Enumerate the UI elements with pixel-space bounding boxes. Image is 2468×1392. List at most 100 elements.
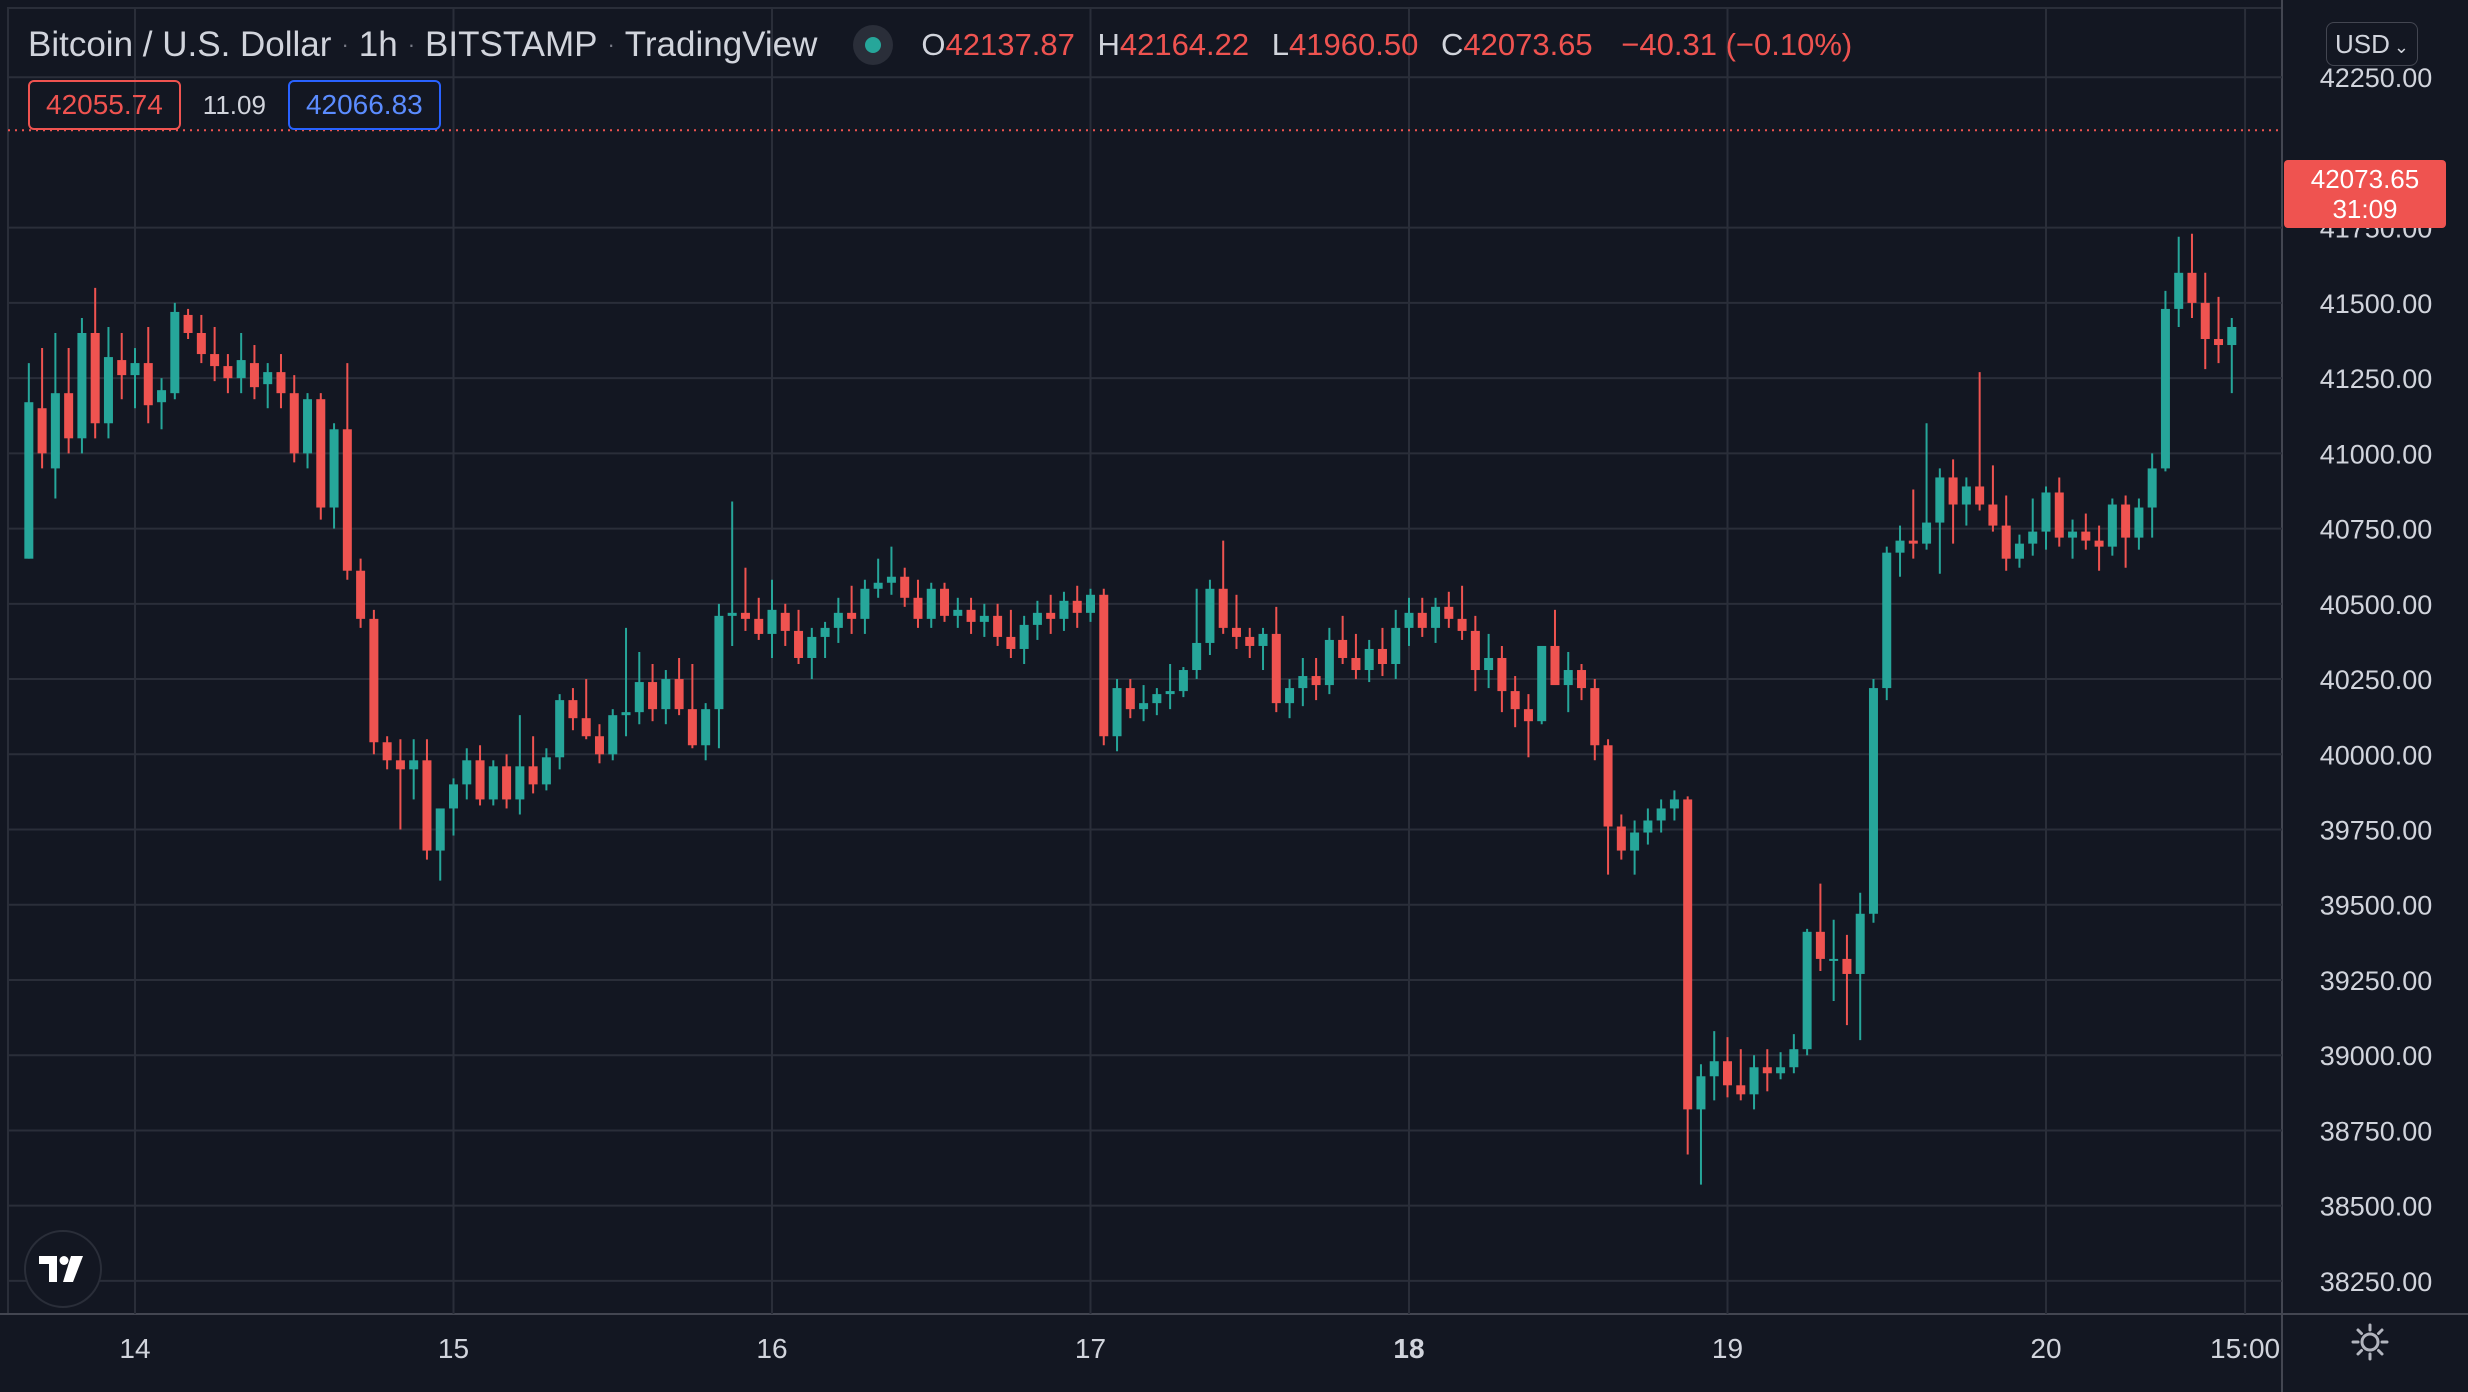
candle-body — [966, 609, 976, 622]
time-axis: 14 15 16 17 18 19 20 15:00 — [119, 1333, 2280, 1364]
candle-body — [2160, 308, 2170, 469]
candle-body — [953, 609, 963, 616]
candle-body — [223, 366, 233, 379]
candle-body — [701, 709, 711, 746]
candle-body — [342, 429, 352, 571]
symbol-title[interactable]: Bitcoin / U.S. Dollar — [28, 25, 332, 64]
candle-body — [1192, 642, 1202, 671]
candle-body — [303, 399, 313, 454]
candle-body — [794, 630, 804, 658]
candle-body — [2068, 531, 2078, 538]
interval-label[interactable]: 1h — [358, 25, 398, 64]
price-tick-label: 41250.00 — [2320, 364, 2433, 394]
price-tick-label: 39000.00 — [2320, 1041, 2433, 1071]
candle-body — [210, 354, 220, 367]
candle-body — [740, 612, 750, 619]
candle-body — [449, 784, 458, 809]
candle-body — [1895, 540, 1905, 553]
candle-body — [356, 570, 366, 619]
candle-body — [1364, 648, 1374, 671]
candle-body — [50, 393, 60, 469]
candle-body — [2081, 531, 2091, 541]
candle-body — [1457, 618, 1467, 631]
candle-body — [1975, 486, 1985, 505]
price-tick-label: 38500.00 — [2320, 1192, 2433, 1222]
candle-body — [1311, 676, 1321, 686]
candle-body — [1165, 691, 1175, 695]
chart-legend: Bitcoin / U.S. Dollar · 1h · BITSTAMP · … — [28, 22, 1852, 68]
last-price-label: 42073.65 31:09 — [2284, 160, 2446, 228]
separator: · — [341, 32, 349, 57]
candle-body — [886, 576, 896, 583]
candle-body — [754, 618, 764, 634]
candle-body — [1683, 799, 1693, 1110]
candle-body — [1829, 958, 1839, 961]
plot-border — [7, 7, 2283, 1315]
tradingview-logo-icon[interactable] — [24, 1230, 102, 1308]
close-label: C — [1440, 27, 1464, 62]
candles — [24, 233, 2237, 1185]
candle-body — [157, 390, 167, 403]
open-label: O — [921, 27, 946, 62]
candle-body — [276, 372, 286, 394]
time-tick-label: 19 — [1712, 1333, 1743, 1364]
separator: · — [407, 32, 416, 57]
sell-price-button[interactable]: 42055.74 — [28, 80, 181, 130]
candle-body — [1497, 657, 1507, 692]
candle-body — [1152, 694, 1162, 704]
candle-body — [236, 360, 246, 379]
candle-body — [117, 360, 127, 376]
candle-body — [1537, 645, 1547, 722]
buy-price-button[interactable]: 42066.83 — [287, 80, 441, 130]
candle-body — [1205, 588, 1215, 643]
candle-body — [1484, 657, 1494, 671]
currency-button[interactable]: USD ⌄ — [2326, 22, 2418, 66]
candle-body — [1417, 612, 1427, 628]
price-tick-label: 42250.00 — [2320, 63, 2433, 93]
open-value: 42137.87 — [945, 27, 1075, 62]
candle-body — [833, 612, 843, 628]
candle-body — [1391, 627, 1401, 665]
candle-body — [661, 679, 671, 710]
candle-body — [1298, 676, 1308, 689]
candle-body — [2147, 468, 2157, 508]
candle-body — [541, 757, 551, 785]
candle-body — [1935, 477, 1945, 523]
spread-value: 11.09 — [202, 89, 266, 120]
candle-body — [1245, 636, 1255, 646]
candle-body — [103, 357, 113, 424]
low-label: L — [1271, 27, 1290, 62]
candle-body — [329, 429, 339, 508]
candle-body — [1072, 600, 1082, 613]
price-tick-label: 40000.00 — [2320, 740, 2433, 770]
candle-body — [2187, 272, 2197, 303]
candle-body — [170, 311, 180, 394]
candle-body — [727, 612, 737, 616]
candle-body — [196, 332, 206, 355]
candle-body — [1086, 594, 1095, 613]
close-value: 42073.65 — [1463, 27, 1593, 62]
candle-body — [555, 700, 565, 758]
candle-body — [528, 766, 538, 785]
candle-body — [90, 332, 100, 424]
candle-body — [382, 742, 392, 761]
price-tick-label: 39500.00 — [2320, 891, 2433, 921]
candle-body — [515, 766, 525, 800]
candle-body — [1988, 504, 1998, 526]
time-tick-label: 16 — [756, 1333, 787, 1364]
exchange-label: BITSTAMP — [425, 25, 598, 64]
candle-body — [621, 712, 631, 716]
candle-body — [1696, 1076, 1706, 1110]
price-tick-label: 39250.00 — [2320, 966, 2433, 996]
ohlc-values: O42137.87 H42164.22 L41960.50 C42073.65 … — [921, 27, 1852, 63]
price-tick-label: 38250.00 — [2320, 1267, 2433, 1297]
candle-body — [2014, 543, 2024, 559]
candle-body — [1762, 1067, 1772, 1074]
candle-body — [1855, 913, 1865, 974]
gear-icon[interactable] — [2350, 1322, 2390, 1362]
candle-body — [780, 612, 790, 631]
candle-body — [608, 715, 618, 755]
